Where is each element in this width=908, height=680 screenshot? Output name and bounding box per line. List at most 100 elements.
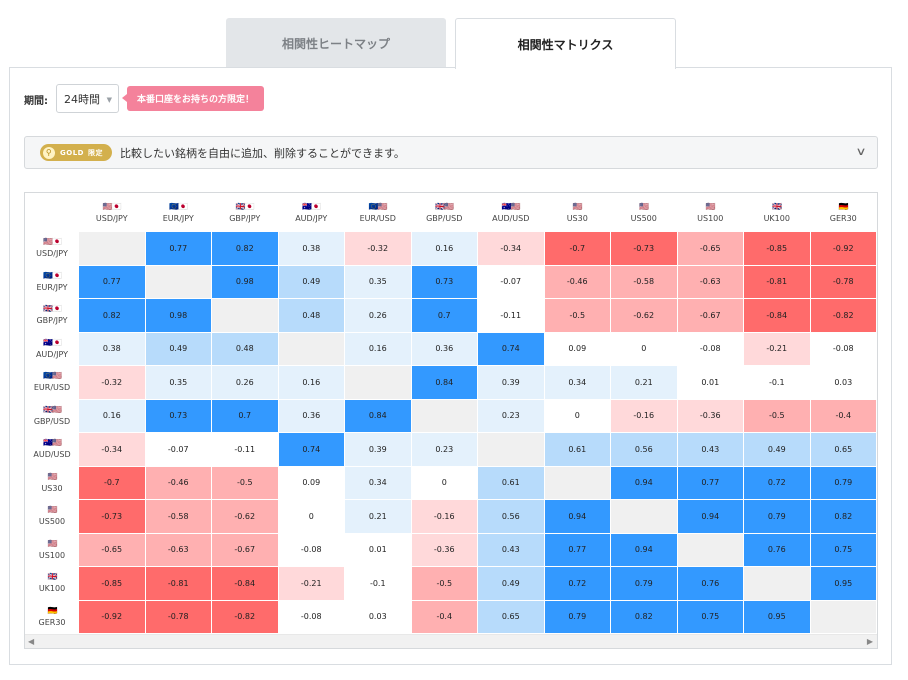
correlation-cell: 0.01 xyxy=(344,532,412,567)
column-header: 🇬🇧 UK100 xyxy=(743,193,811,232)
flag-icon: 🇬🇧🇺🇸 xyxy=(43,404,62,414)
correlation-cell: 0.36 xyxy=(277,398,345,433)
column-header-label: GBP/JPY xyxy=(229,213,261,223)
correlation-cell: -0.16 xyxy=(410,499,478,534)
correlation-cell: 0 xyxy=(410,465,478,500)
correlation-cell: 0.73 xyxy=(410,264,478,299)
correlation-cell: 0.74 xyxy=(477,331,545,366)
row-header-label: GBP/USD xyxy=(33,416,71,426)
row-header: 🇺🇸🇯🇵 USD/JPY xyxy=(25,231,79,266)
correlation-cell: -0.5 xyxy=(543,298,611,333)
flag-icon: 🇺🇸🇯🇵 xyxy=(102,201,122,211)
correlation-cell: -0.85 xyxy=(78,566,146,601)
correlation-cell: -0.7 xyxy=(78,465,146,500)
row-header-label: US30 xyxy=(41,483,63,493)
correlation-cell: 0.65 xyxy=(477,599,545,634)
correlation-cell: -0.46 xyxy=(144,465,212,500)
period-select[interactable]: 24時間 ▼ xyxy=(56,84,119,113)
column-header-label: US100 xyxy=(697,213,724,223)
flag-icon: 🇦🇺🇯🇵 xyxy=(302,201,321,211)
correlation-cell: -0.08 xyxy=(809,331,877,366)
flag-icon: 🇩🇪 xyxy=(838,201,849,211)
correlation-cell: -0.78 xyxy=(144,599,212,634)
correlation-cell: -0.92 xyxy=(809,231,877,266)
row-header: 🇺🇸 US500 xyxy=(25,499,79,534)
correlation-cell: 0.56 xyxy=(610,432,678,467)
correlation-cell: 0.09 xyxy=(543,331,611,366)
gold-badge-limited: 限定 xyxy=(87,148,103,157)
flag-icon: 🇩🇪 xyxy=(47,605,58,615)
correlation-cell: 0.56 xyxy=(477,499,545,534)
correlation-matrix[interactable]: 🇺🇸🇯🇵 USD/JPY 🇪🇺🇯🇵 EUR/JPY 🇬🇧🇯🇵 GBP/JPY 🇦🇺🇯🇵 AUD… xyxy=(24,192,878,649)
correlation-cell: -0.36 xyxy=(676,398,744,433)
chevron-down-icon[interactable]: ∨ xyxy=(855,145,867,158)
period-select-value: 24時間 xyxy=(64,92,100,106)
tab-heatmap[interactable]: 相関性ヒートマップ xyxy=(226,18,446,68)
correlation-cell: 0.94 xyxy=(676,499,744,534)
correlation-cell: -0.62 xyxy=(211,499,279,534)
column-header: 🇦🇺🇯🇵 AUD/JPY xyxy=(277,193,345,232)
correlation-cell: 0.34 xyxy=(543,365,611,400)
correlation-cell: 0.95 xyxy=(809,566,877,601)
correlation-cell: 0.23 xyxy=(477,398,545,433)
correlation-cell: 0.79 xyxy=(743,499,811,534)
correlation-cell: 0.95 xyxy=(743,599,811,634)
tab-matrix[interactable]: 相関性マトリクス xyxy=(455,18,676,69)
row-header: 🇺🇸 US100 xyxy=(25,532,79,567)
correlation-cell: 0.35 xyxy=(344,264,412,299)
correlation-cell: -0.08 xyxy=(277,532,345,567)
correlation-cell: 0.98 xyxy=(211,264,279,299)
correlation-cell: 0.61 xyxy=(477,465,545,500)
correlation-cell: 0.72 xyxy=(743,465,811,500)
correlation-cell: 0.16 xyxy=(78,398,146,433)
table-row: 🇩🇪 GER30 -0.92 -0.78 -0.82 -0.08 0.03 -0.4 0.65 0… xyxy=(25,599,877,634)
correlation-cell: 0.82 xyxy=(809,499,877,534)
correlation-cell: 0.82 xyxy=(78,298,146,333)
column-header: 🇬🇧🇺🇸 GBP/USD xyxy=(410,193,478,232)
correlation-cell: 0 xyxy=(610,331,678,366)
correlation-cell: -0.16 xyxy=(610,398,678,433)
scroll-right-icon[interactable]: ▶ xyxy=(866,637,873,646)
diagonal-cell xyxy=(543,465,611,500)
correlation-cell: 0.76 xyxy=(743,532,811,567)
gold-notice-text: 比較したい銘柄を自由に追加、削除することができます。 xyxy=(119,146,405,160)
column-header: 🇺🇸 US500 xyxy=(610,193,678,232)
correlation-cell: 0.94 xyxy=(543,499,611,534)
column-header: 🇺🇸 US100 xyxy=(676,193,744,232)
correlation-cell: -0.58 xyxy=(144,499,212,534)
diagonal-cell xyxy=(211,298,279,333)
correlation-cell: -0.78 xyxy=(809,264,877,299)
correlation-cell: 0.75 xyxy=(809,532,877,567)
correlation-cell: 0.65 xyxy=(809,432,877,467)
scroll-left-icon[interactable]: ◀ xyxy=(28,637,35,646)
column-header-label: US500 xyxy=(630,213,657,223)
flag-icon: 🇬🇧 xyxy=(772,201,782,211)
row-header: 🇪🇺🇯🇵 EUR/JPY xyxy=(25,264,79,299)
correlation-cell: -0.4 xyxy=(410,599,478,634)
row-header: 🇦🇺🇺🇸 AUD/USD xyxy=(25,432,79,467)
gold-notice-bar[interactable]: ⚲ GOLD 限定 比較したい銘柄を自由に追加、削除することができます。 ∨ xyxy=(24,136,878,169)
correlation-cell: 0.84 xyxy=(344,398,412,433)
flag-icon: 🇺🇸 xyxy=(47,471,58,481)
flag-icon: 🇬🇧🇺🇸 xyxy=(435,201,454,211)
flag-icon: 🇬🇧🇯🇵 xyxy=(43,304,62,314)
flag-icon: 🇺🇸 xyxy=(572,201,583,211)
correlation-cell: 0.74 xyxy=(277,432,345,467)
correlation-cell: 0.38 xyxy=(277,231,345,266)
diagonal-cell xyxy=(676,532,744,567)
horizontal-scrollbar[interactable]: ◀ ▶ xyxy=(25,634,877,648)
correlation-cell: 0.49 xyxy=(477,566,545,601)
correlation-cell: -0.63 xyxy=(144,532,212,567)
correlation-cell: -0.63 xyxy=(676,264,744,299)
correlation-cell: -0.65 xyxy=(676,231,744,266)
correlation-cell: 0 xyxy=(277,499,345,534)
correlation-cell: -0.07 xyxy=(477,264,545,299)
correlation-cell: 0.09 xyxy=(277,465,345,500)
correlation-table: 🇺🇸🇯🇵 USD/JPY 🇪🇺🇯🇵 EUR/JPY 🇬🇧🇯🇵 GBP/JPY 🇦🇺🇯🇵 AUD… xyxy=(25,193,877,634)
correlation-cell: -0.7 xyxy=(543,231,611,266)
row-header: 🇺🇸 US30 xyxy=(25,465,79,500)
correlation-cell: -0.11 xyxy=(477,298,545,333)
correlation-cell: 0.38 xyxy=(78,331,146,366)
correlation-cell: 0.43 xyxy=(477,532,545,567)
correlation-cell: -0.67 xyxy=(211,532,279,567)
